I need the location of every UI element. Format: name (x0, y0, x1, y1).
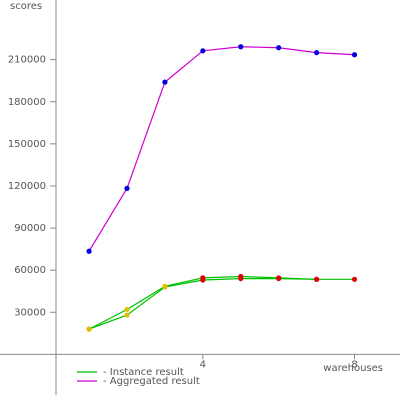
x-tick-label: 8 (351, 359, 357, 370)
point-marker (313, 50, 320, 56)
point-marker (276, 45, 282, 51)
point-marker (351, 276, 358, 282)
legend-label: - Instance result (103, 367, 184, 378)
legend-label: - Aggregated result (103, 376, 200, 387)
point-marker (351, 52, 358, 58)
point-marker (238, 275, 244, 282)
point-marker (200, 48, 206, 54)
series-line (88, 275, 355, 330)
x-tick-label: 4 (200, 359, 206, 370)
point-marker (86, 248, 92, 254)
point-marker (86, 326, 92, 332)
y-tick-label: 90000 (14, 223, 46, 234)
point-marker (124, 306, 130, 313)
series-line (88, 46, 355, 252)
y-tick-label: 30000 (14, 307, 46, 318)
point-marker (162, 284, 168, 290)
y-tick-label: 210000 (8, 55, 46, 66)
point-marker (124, 312, 130, 318)
y-tick-label: 150000 (8, 139, 46, 150)
y-tick-label: 180000 (8, 97, 46, 108)
point-marker (124, 185, 130, 191)
y-axis-label: scores (10, 1, 42, 12)
point-marker (238, 44, 244, 50)
series-line (88, 277, 317, 330)
point-marker (313, 276, 320, 282)
x-axis-label: warehouses (323, 363, 383, 374)
y-tick-label: 60000 (14, 265, 46, 276)
y-tick-label: 120000 (8, 181, 46, 192)
point-marker (276, 275, 282, 282)
point-marker (200, 277, 206, 283)
point-marker (162, 79, 168, 85)
